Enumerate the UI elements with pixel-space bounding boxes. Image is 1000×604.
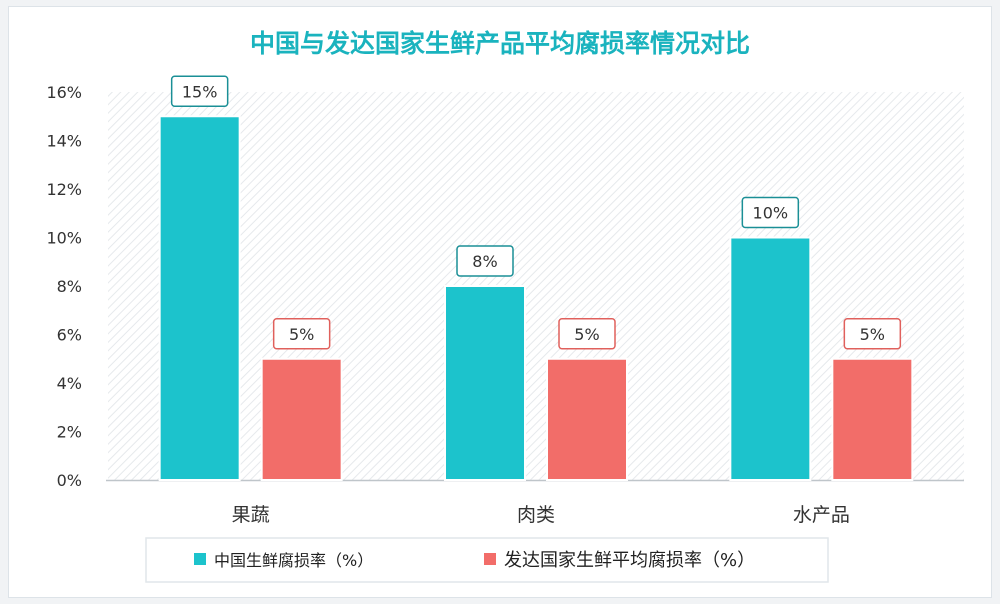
data-label: 5%	[574, 325, 599, 344]
legend-box	[145, 537, 829, 583]
data-label: 10%	[753, 204, 789, 223]
chart-title: 中国与发达国家生鲜产品平均腐损率情况对比	[250, 29, 750, 58]
y-tick-label: 14%	[46, 132, 82, 151]
legend-label: 中国生鲜腐损率（%）	[214, 551, 373, 570]
legend-swatch	[484, 553, 496, 565]
x-tick-label: 水产品	[793, 504, 850, 526]
y-tick-label: 8%	[57, 277, 82, 296]
data-label-box	[272, 318, 331, 350]
y-tick-label: 10%	[46, 229, 82, 248]
bar-developed-2	[546, 357, 628, 481]
data-label-box	[170, 75, 229, 107]
x-tick-label: 果蔬	[232, 504, 270, 526]
data-label-box	[741, 196, 800, 229]
bar-china-3	[729, 236, 812, 481]
legend-swatch	[194, 553, 206, 565]
bar-china-2	[444, 285, 526, 481]
y-tick-label: 2%	[57, 423, 82, 442]
y-tick-label: 12%	[46, 180, 82, 199]
y-tick-label: 4%	[57, 374, 82, 393]
data-label: 8%	[472, 252, 497, 271]
legend-label: 发达国家生鲜平均腐损率（%）	[504, 550, 755, 571]
y-tick-label: 16%	[46, 83, 82, 102]
data-label-box	[843, 318, 902, 350]
bar-china-1	[158, 115, 241, 481]
data-label-box	[558, 318, 616, 350]
data-label-box	[456, 245, 514, 277]
y-tick-label: 0%	[57, 471, 82, 490]
x-tick-label: 肉类	[517, 504, 555, 526]
y-tick-label: 6%	[57, 326, 82, 345]
data-label: 5%	[860, 325, 885, 344]
plot-area-background	[108, 92, 964, 480]
bar-developed-3	[831, 357, 914, 481]
data-label: 15%	[182, 82, 218, 101]
data-label: 5%	[289, 325, 314, 344]
bar-developed-1	[260, 357, 343, 481]
